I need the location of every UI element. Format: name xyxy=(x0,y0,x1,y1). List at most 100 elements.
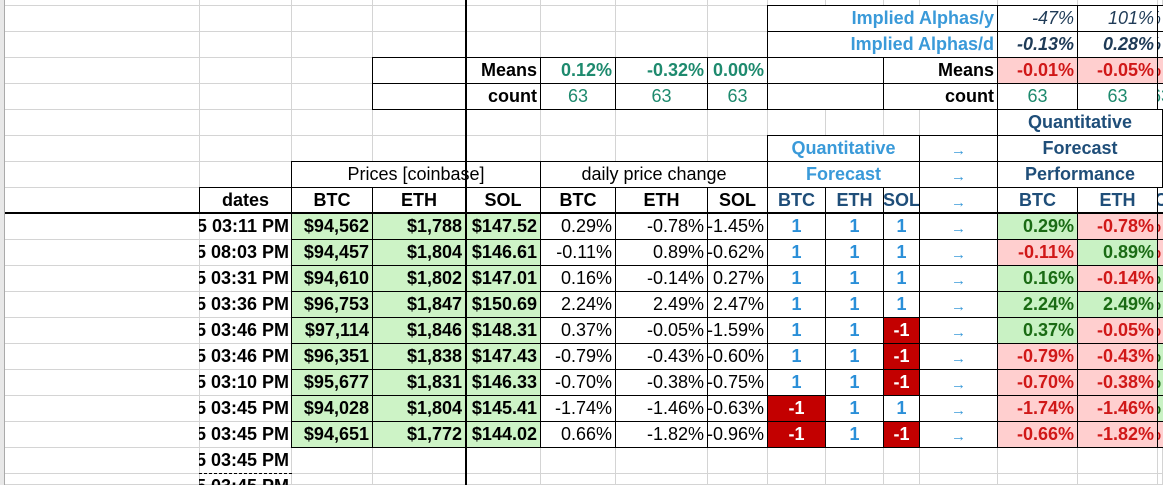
change-cell[interactable]: -0.70% xyxy=(540,369,616,396)
grid-cell[interactable] xyxy=(541,6,616,32)
change-cell[interactable]: -0.38% xyxy=(615,369,708,396)
grid-cell[interactable] xyxy=(5,6,200,32)
forecast-cell[interactable]: 1 xyxy=(767,317,826,344)
grid-cell[interactable] xyxy=(292,474,373,485)
grid-cell[interactable] xyxy=(373,448,466,474)
forecast-cell[interactable]: 1 xyxy=(825,421,884,448)
grid-cell[interactable] xyxy=(1158,474,1163,485)
grid-cell[interactable] xyxy=(5,162,200,188)
performance-group-header[interactable]: Quantitative xyxy=(997,109,1163,136)
grid-cell[interactable] xyxy=(5,344,200,370)
grid-cell[interactable] xyxy=(5,422,200,448)
grid-cell[interactable] xyxy=(708,448,768,474)
forecast-cell[interactable]: 1 xyxy=(825,265,884,292)
grid-cell[interactable] xyxy=(200,84,292,110)
prices-group-header[interactable]: Prices [coinbase] xyxy=(291,161,541,188)
date-cell[interactable]: 05/05/25 03:45 PM xyxy=(199,398,289,418)
price-cell[interactable]: $1,831 xyxy=(372,369,466,396)
performance-count-value[interactable]: 63 xyxy=(1157,83,1163,110)
grid-cell[interactable] xyxy=(5,84,200,110)
grid-cell[interactable] xyxy=(5,266,200,292)
arrow-icon[interactable]: → xyxy=(919,213,998,240)
grid-cell[interactable] xyxy=(616,448,708,474)
arrow-icon[interactable]: → xyxy=(919,291,998,318)
change-cell[interactable]: 0.27% xyxy=(707,265,768,292)
price-cell[interactable]: $150.69 xyxy=(465,291,541,318)
forecast-column-header[interactable]: SOL xyxy=(883,187,920,214)
performance-cell[interactable]: -0.43% xyxy=(1077,343,1158,370)
grid-cell[interactable] xyxy=(708,474,768,485)
grid-cell[interactable] xyxy=(5,58,200,84)
date-cell[interactable]: 05/03/25 03:46 PM xyxy=(199,346,289,366)
forecast-cell[interactable]: 1 xyxy=(825,343,884,370)
performance-group-header[interactable]: Forecast xyxy=(997,135,1163,162)
forecast-cell[interactable]: -1 xyxy=(883,369,920,396)
date-cell[interactable]: 05/06/25 03:45 PM xyxy=(199,447,292,474)
grid-cell[interactable] xyxy=(466,136,541,162)
forecast-cell[interactable]: -1 xyxy=(883,343,920,370)
grid-cell[interactable] xyxy=(708,0,768,6)
grid-cell[interactable] xyxy=(466,110,541,136)
arrow-icon[interactable]: → xyxy=(919,161,998,188)
forecast-column-header[interactable]: ETH xyxy=(825,187,884,214)
forecast-cell[interactable]: 1 xyxy=(883,265,920,292)
performance-mean-value[interactable]: -0.01% xyxy=(997,57,1078,84)
change-cell[interactable]: 2.47% xyxy=(707,291,768,318)
price-cell[interactable]: $96,753 xyxy=(291,291,373,318)
performance-group-header[interactable]: Performance xyxy=(997,161,1163,188)
price-cell[interactable]: $144.02 xyxy=(465,421,541,448)
change-cell[interactable]: 2.24% xyxy=(540,291,616,318)
forecast-cell[interactable]: 1 xyxy=(883,395,920,422)
forecast-cell[interactable]: 1 xyxy=(825,291,884,318)
performance-cell[interactable]: -1.74% xyxy=(997,395,1078,422)
grid-cell[interactable] xyxy=(708,6,768,32)
change-cell[interactable]: -0.11% xyxy=(540,239,616,266)
grid-cell[interactable] xyxy=(920,474,998,485)
grid-cell[interactable] xyxy=(1078,474,1158,485)
grid-cell[interactable] xyxy=(541,448,616,474)
grid-cell[interactable] xyxy=(708,32,768,58)
grid-cell[interactable] xyxy=(5,0,200,6)
forecast-cell[interactable]: 1 xyxy=(883,213,920,240)
price-cell[interactable]: $1,846 xyxy=(372,317,466,344)
grid-cell[interactable] xyxy=(292,136,373,162)
performance-cell[interactable]: 0.89% xyxy=(1077,239,1158,266)
price-cell[interactable]: $97,114 xyxy=(291,317,373,344)
performance-cell[interactable]: -0.96% xyxy=(1157,421,1163,448)
forecast-cell[interactable]: 1 xyxy=(825,239,884,266)
summary-empty-cell[interactable] xyxy=(767,83,884,110)
grid-cell[interactable] xyxy=(200,0,292,6)
implied-alphas-daily-label[interactable]: Implied Alphas/d xyxy=(767,31,998,58)
grid-cell[interactable] xyxy=(373,110,466,136)
performance-cell[interactable]: -0.11% xyxy=(997,239,1078,266)
price-column-header[interactable]: ETH xyxy=(372,187,466,214)
change-cell[interactable]: -0.05% xyxy=(615,317,708,344)
performance-cell[interactable]: 0.27% xyxy=(1157,265,1163,292)
change-column-header[interactable]: SOL xyxy=(707,187,768,214)
grid-cell[interactable] xyxy=(373,6,466,32)
grid-cell[interactable] xyxy=(466,0,541,6)
change-cell[interactable]: -0.63% xyxy=(707,395,768,422)
performance-cell[interactable]: -0.05% xyxy=(1077,317,1158,344)
price-cell[interactable]: $146.33 xyxy=(465,369,541,396)
forecast-cell[interactable]: 1 xyxy=(767,213,826,240)
grid-cell[interactable] xyxy=(541,110,616,136)
summary-empty-cell[interactable] xyxy=(372,57,466,84)
forecast-cell[interactable]: 1 xyxy=(825,213,884,240)
price-cell[interactable]: $1,788 xyxy=(372,213,466,240)
change-cell[interactable]: -0.96% xyxy=(707,421,768,448)
grid-cell[interactable] xyxy=(200,32,292,58)
grid-cell[interactable] xyxy=(466,474,541,485)
forecast-cell[interactable]: 1 xyxy=(825,369,884,396)
grid-cell[interactable] xyxy=(373,32,466,58)
grid-cell[interactable] xyxy=(920,448,998,474)
performance-column-header[interactable]: SOL xyxy=(1157,187,1163,214)
summary-empty-cell[interactable] xyxy=(767,57,884,84)
performance-cell[interactable]: -0.66% xyxy=(997,421,1078,448)
change-cell[interactable]: -1.45% xyxy=(707,213,768,240)
performance-cell[interactable]: -1.45% xyxy=(1157,213,1163,240)
grid-cell[interactable] xyxy=(998,474,1078,485)
performance-cell[interactable]: 0.29% xyxy=(997,213,1078,240)
price-cell[interactable]: $1,847 xyxy=(372,291,466,318)
arrow-icon[interactable]: → xyxy=(919,187,998,214)
